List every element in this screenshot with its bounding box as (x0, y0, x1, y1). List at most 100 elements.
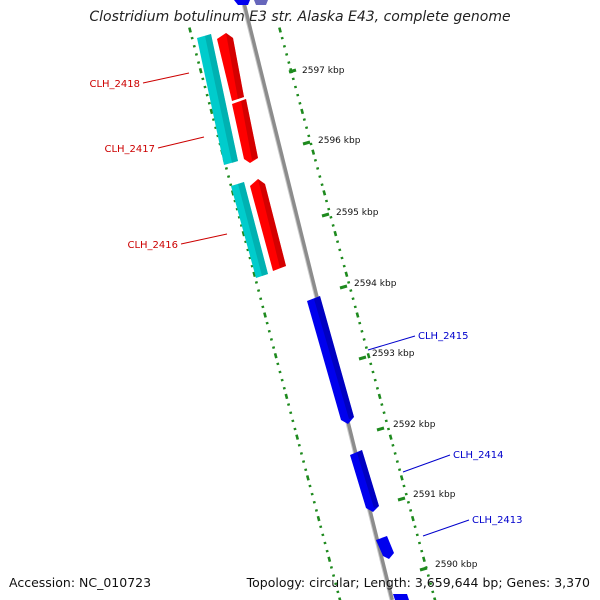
gene-label-CLH_2417[interactable]: CLH_2417 (104, 144, 155, 155)
tick-mark (319, 525, 323, 529)
tick-mark (309, 142, 313, 146)
tick-mark (429, 582, 433, 586)
tick-mark (324, 199, 329, 203)
tick-mark (316, 515, 321, 522)
tick-mark (197, 61, 201, 64)
cds-arrow[interactable] (350, 450, 379, 512)
cds-arrow-shade (258, 179, 286, 268)
tick-mark (325, 549, 329, 553)
gene-label-CLH_2418[interactable]: CLH_2418 (89, 79, 140, 90)
gene-CLH_2418[interactable] (197, 33, 244, 165)
tick-mark (265, 321, 269, 325)
tick-mark (332, 574, 336, 577)
tick-mark (415, 533, 419, 537)
tick-mark (422, 556, 426, 563)
tick-mark (314, 509, 318, 512)
tick-mark (338, 597, 342, 600)
tick-mark (377, 393, 382, 400)
gene-labels: CLH_2418 CLH_2417 CLH_2416 CLH_2415 CLH_2414… (89, 72, 523, 537)
tick-mark (307, 134, 311, 138)
tick-mark (302, 118, 306, 121)
ruler-labels: 2597 kbp 2596 kbp 2595 kbp 2594 kbp 2593 kbp… (288, 66, 478, 572)
tick-mark (209, 108, 214, 115)
tick-mark (366, 352, 371, 359)
tick-mark (329, 215, 333, 219)
tick-mark (289, 411, 293, 415)
tick-mark (233, 199, 237, 203)
tick-mark (322, 190, 327, 196)
gene-bar-shade (205, 34, 238, 163)
tick-mark (351, 297, 355, 301)
tick-mark (375, 386, 379, 390)
tick-mark (308, 484, 312, 488)
tick-mark (291, 77, 295, 81)
gene-label-CLH_2414[interactable]: CLH_2414 (453, 450, 504, 461)
cds-arrow[interactable] (376, 536, 394, 559)
gene-label-CLH_2416[interactable]: CLH_2416 (127, 240, 178, 251)
tick-mark (329, 566, 333, 569)
tick-mark (278, 27, 282, 33)
tick-mark (393, 452, 397, 455)
gene-label-leader (402, 454, 451, 473)
tick-mark (320, 183, 324, 187)
gene-CLH_2417[interactable] (232, 99, 258, 163)
tick-mark (214, 126, 218, 130)
ruler-major-tick (358, 355, 367, 361)
tick-mark (192, 44, 196, 48)
tick-mark (347, 281, 351, 284)
tick-mark (333, 230, 338, 237)
gene-CLH_2414[interactable] (350, 450, 379, 512)
tick-mark (410, 515, 415, 522)
tick-mark (310, 492, 314, 496)
gene-CLH_2415[interactable] (307, 296, 354, 424)
tick-mark (433, 597, 437, 600)
tick-mark (224, 167, 228, 170)
tick-mark (244, 240, 248, 244)
gene-label-leader (157, 136, 205, 149)
cds-arrow-shade (241, 99, 258, 160)
gene-label-leader (180, 233, 228, 245)
cds-arrow-shade (226, 33, 244, 99)
cds-arrow[interactable] (307, 296, 354, 424)
tick-mark (364, 346, 368, 349)
tick-mark (358, 321, 362, 325)
gene-CLH_2416[interactable] (231, 179, 286, 278)
gene-CLH_2413[interactable] (376, 536, 394, 559)
tick-mark (388, 434, 393, 440)
gene-label-CLH_2413[interactable]: CLH_2413 (472, 515, 523, 526)
tick-mark (316, 167, 320, 170)
tick-mark (254, 281, 258, 284)
tick-mark (239, 224, 243, 227)
ruler-label: 2597 kbp (302, 66, 345, 76)
tick-mark (252, 271, 257, 278)
tick-mark (257, 289, 261, 292)
tick-mark (291, 419, 295, 423)
gene-label-CLH_2415[interactable]: CLH_2415 (418, 331, 469, 342)
ruler-major-tick (321, 212, 330, 218)
tick-mark (237, 215, 241, 219)
genome-stats-text: Topology: circular; Length: 3,659,644 bp… (246, 575, 590, 590)
tick-mark (360, 329, 364, 333)
tick-mark (267, 329, 271, 333)
tick-mark (362, 338, 366, 341)
tick-mark (201, 77, 205, 81)
ruler-label: 2592 kbp (393, 420, 436, 430)
ruler-label: 2591 kbp (413, 490, 456, 500)
tick-mark (413, 525, 417, 529)
tick-mark (334, 582, 338, 586)
tick-mark (318, 175, 322, 178)
tick-mark (398, 468, 402, 472)
tick-mark (327, 207, 331, 211)
tick-mark (298, 101, 302, 105)
tick-mark (305, 475, 310, 481)
partial-reverse-feature-top (234, 0, 250, 5)
tick-mark (331, 224, 335, 227)
tick-mark (282, 44, 286, 48)
tick-mark (304, 468, 308, 472)
tick-mark (248, 256, 252, 260)
ruler-label: 2593 kbp (372, 349, 415, 359)
tick-mark (295, 434, 300, 440)
tick-mark (340, 256, 344, 260)
tick-mark (382, 411, 386, 415)
tick-mark (399, 475, 404, 481)
